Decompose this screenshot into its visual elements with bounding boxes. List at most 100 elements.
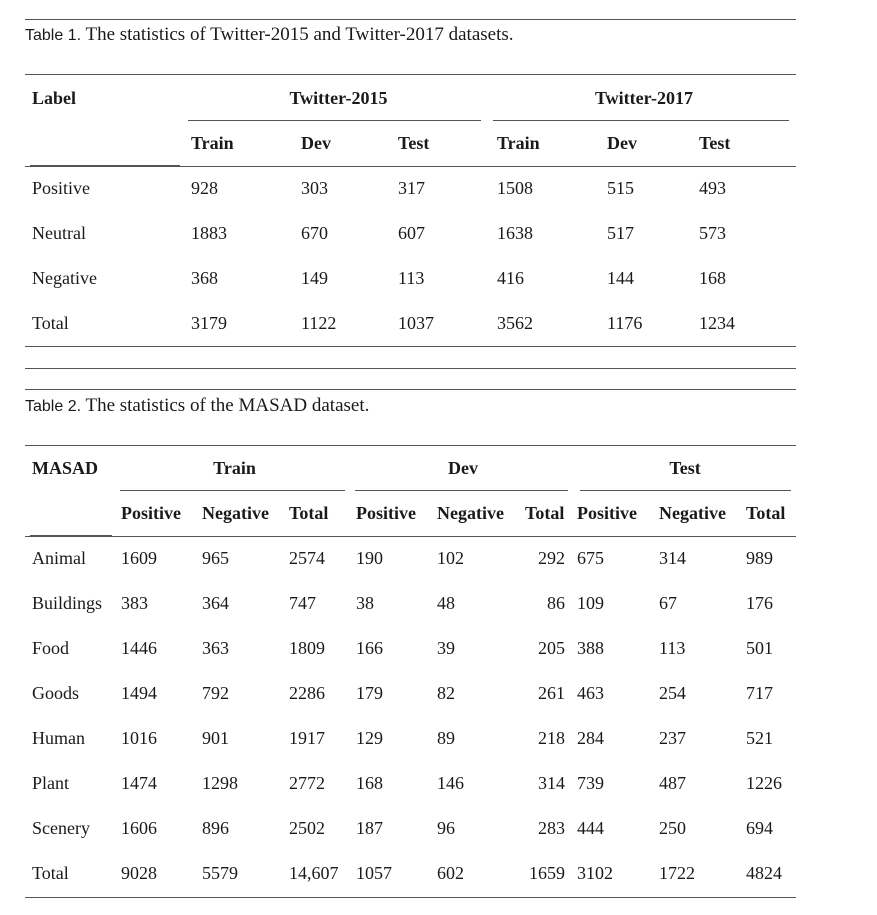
table2-cell: 314 xyxy=(659,548,687,569)
table1-cell: 1037 xyxy=(398,313,434,333)
table2-cell: 250 xyxy=(659,818,687,838)
table2-cell: 9028 xyxy=(121,863,157,883)
table2-cell: 1609 xyxy=(121,548,157,569)
table2-cell: 1016 xyxy=(121,728,157,748)
table1-cell: 573 xyxy=(699,223,726,243)
table2-subheader: Total xyxy=(289,502,329,523)
table1-cell: 607 xyxy=(398,223,425,243)
table1-row: Negative 368 149 113 416 144 168 xyxy=(25,256,796,301)
table1-cell: 144 xyxy=(607,268,634,288)
table2-cell: 747 xyxy=(289,593,316,613)
table2-row-label: Animal xyxy=(32,548,86,569)
table2-row: Plant 1474 1298 2772 168 146 314 739 487… xyxy=(25,761,796,806)
table2-cell: 717 xyxy=(746,683,774,703)
table2-total-row: Total 9028 5579 14,607 1057 602 1659 310… xyxy=(25,851,796,896)
table1-subheader: Dev xyxy=(607,132,637,153)
table1-total-row: Total 3179 1122 1037 3562 1176 1234 xyxy=(25,301,796,346)
table2-cell: 129 xyxy=(356,728,384,748)
table2-cell: 1722 xyxy=(659,863,696,883)
table2-cell: 2286 xyxy=(289,683,325,703)
table2-cell: 383 xyxy=(121,593,148,613)
table1-cell: 3562 xyxy=(497,313,533,333)
table2-row: Human 1016 901 1917 129 89 218 284 237 5… xyxy=(25,716,796,761)
table1-subheader: Train xyxy=(191,132,234,153)
table2-cell: 261 xyxy=(538,683,566,703)
table1-cell: 517 xyxy=(607,223,634,243)
table2-bottom-rule xyxy=(25,897,796,898)
table2-group-test: Test xyxy=(574,446,796,491)
table1-subheader: Test xyxy=(398,132,430,153)
table2-subheader: Total xyxy=(525,502,565,523)
table2-cell: 1446 xyxy=(121,638,157,658)
table2-cell: 237 xyxy=(659,728,687,748)
table2-cell: 146 xyxy=(437,773,465,793)
table2-cell: 205 xyxy=(538,638,566,658)
table1-cell: 113 xyxy=(398,268,425,288)
table2-row-label: Plant xyxy=(32,773,70,793)
table2-cell: 89 xyxy=(437,728,456,748)
table2-row: Animal 1609 965 2574 190 102 292 675 314… xyxy=(25,536,796,581)
table2-cell: 388 xyxy=(577,638,605,658)
table1-row: Positive 928 303 317 1508 515 493 xyxy=(25,166,796,211)
table2-cell: 363 xyxy=(202,638,229,658)
table1-subheader-row: Train Dev Test Train Dev Test xyxy=(25,121,796,166)
table2-row-label: Buildings xyxy=(32,593,103,613)
table1-cell: 1176 xyxy=(607,313,643,333)
table2-cell: 1474 xyxy=(121,773,157,793)
table2-subheader: Positive xyxy=(121,502,181,523)
table1-group-twitter2015: Twitter-2015 xyxy=(185,75,492,121)
table2-subheader-row: Positive Negative Total Positive Negativ… xyxy=(25,491,797,536)
table2-cell: 1809 xyxy=(289,638,325,658)
table2-top-rule xyxy=(25,368,796,369)
table2-row: Food 1446 363 1809 166 39 205 388 113 50… xyxy=(25,626,796,671)
table2-cell: 444 xyxy=(577,818,605,838)
table2-cell: 166 xyxy=(356,638,384,658)
table1-cell: 168 xyxy=(699,268,726,288)
table2-caption: Table 2. The statistics of the MASAD dat… xyxy=(25,395,369,417)
table2-cell: 48 xyxy=(437,593,456,613)
table2-cell: 190 xyxy=(356,548,384,569)
table1-cell: 670 xyxy=(301,223,328,243)
table2-cell: 292 xyxy=(538,548,566,569)
table2-cell: 675 xyxy=(577,548,605,569)
table2-cell: 1226 xyxy=(746,773,783,793)
table2-cell: 284 xyxy=(577,728,605,748)
table2-cell: 521 xyxy=(746,728,774,748)
table1-cell: 3179 xyxy=(191,313,227,333)
table2-cell: 364 xyxy=(202,593,229,613)
table1-cell: 515 xyxy=(607,178,634,199)
table2-subheader: Positive xyxy=(356,502,417,523)
table2-cell: 109 xyxy=(577,593,605,613)
table1-cell: 1122 xyxy=(301,313,337,333)
table1-bottom-rule xyxy=(25,346,796,347)
table2-cell: 314 xyxy=(538,773,566,793)
table2-cell: 602 xyxy=(437,863,465,883)
table2-cell: 965 xyxy=(202,548,229,569)
table2-cell: 176 xyxy=(746,593,774,613)
table2-head-rule xyxy=(25,445,796,446)
table2-top-rule-2 xyxy=(25,389,796,390)
table2-cell: 5579 xyxy=(202,863,238,883)
table2-cell: 187 xyxy=(356,818,384,838)
table2-group-header-row: MASAD Train Dev Test xyxy=(25,446,796,491)
table2-subheader: Negative xyxy=(437,502,504,523)
table2-group-dev: Dev xyxy=(352,446,574,491)
table2-cell: 739 xyxy=(577,773,605,793)
table1-cell: 303 xyxy=(301,178,328,199)
table1-cell: 149 xyxy=(301,268,328,288)
table2-cell: 2574 xyxy=(289,548,325,569)
table2-subheader: Negative xyxy=(202,502,269,523)
table2-cell: 1917 xyxy=(289,728,325,748)
table2-group-train: Train xyxy=(117,446,352,491)
table2-row-label: Food xyxy=(32,638,70,658)
table1-cell: 317 xyxy=(398,178,425,199)
table2-cell: 1298 xyxy=(202,773,238,793)
table1-head-rule xyxy=(25,74,796,75)
table2-caption-text: The statistics of the MASAD dataset. xyxy=(85,395,370,416)
table2-cell: 86 xyxy=(547,593,566,613)
table1-corner-header: Label xyxy=(32,87,77,108)
table2-cell: 487 xyxy=(659,773,687,793)
table2-row: Goods 1494 792 2286 179 82 261 463 254 7… xyxy=(25,671,796,716)
table2-cell: 218 xyxy=(538,728,566,748)
table1-row-label: Negative xyxy=(32,268,97,288)
